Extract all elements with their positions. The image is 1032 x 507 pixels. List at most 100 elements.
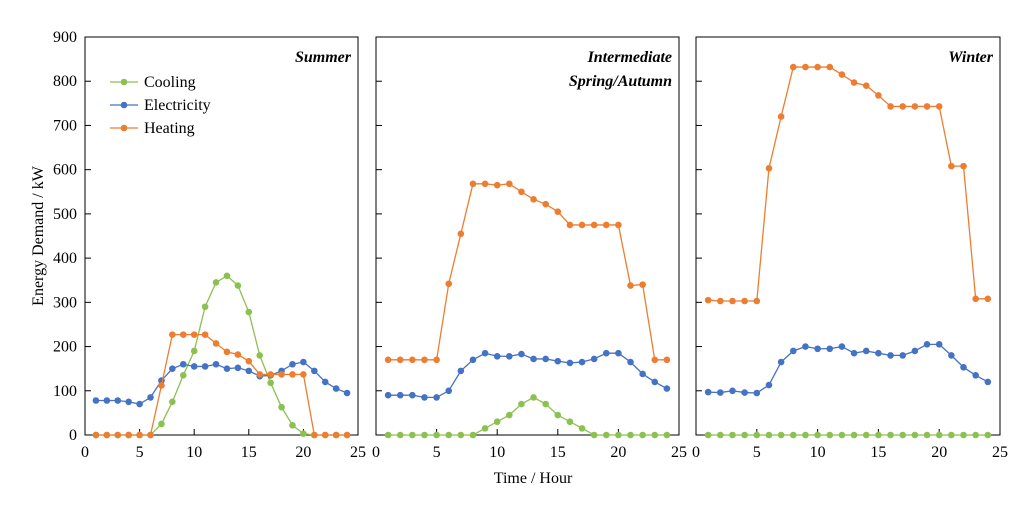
data-point-cooling: [602, 431, 610, 439]
data-point-electricity: [445, 387, 453, 395]
data-point-heating: [103, 431, 111, 439]
data-point-heating: [384, 356, 392, 364]
data-point-electricity: [332, 385, 340, 392]
data-point-electricity: [602, 349, 610, 357]
data-point-electricity: [948, 352, 955, 359]
data-point-heating: [530, 195, 537, 203]
data-point-cooling: [554, 411, 562, 419]
panel-frame: [375, 36, 680, 436]
data-point-heating: [311, 431, 318, 439]
data-point-heating: [777, 113, 785, 120]
data-point-electricity: [704, 388, 712, 396]
data-point-electricity: [663, 385, 671, 392]
data-point-cooling: [899, 431, 907, 439]
series-line-electricity: [708, 343, 989, 394]
x-tick-label: 5: [753, 444, 761, 461]
data-point-electricity: [114, 397, 122, 404]
data-point-cooling: [457, 431, 465, 439]
data-point-electricity: [518, 350, 525, 358]
data-point-cooling: [212, 279, 220, 286]
data-point-heating: [267, 371, 274, 378]
data-point-electricity: [384, 391, 392, 399]
data-point-heating: [256, 371, 264, 378]
data-point-cooling: [409, 431, 416, 439]
data-point-heating: [923, 103, 931, 110]
data-point-electricity: [789, 347, 797, 355]
data-point-cooling: [278, 403, 285, 411]
data-point-cooling: [935, 431, 943, 439]
data-point-electricity: [627, 358, 634, 366]
data-point-heating: [493, 181, 501, 189]
x-tick-label: 0: [81, 444, 89, 461]
x-tick-label: 15: [241, 444, 257, 461]
data-point-electricity: [899, 352, 907, 359]
data-point-heating: [602, 221, 610, 229]
data-point-heating: [765, 165, 773, 172]
data-point-cooling: [826, 431, 834, 439]
y-tick-label: 200: [53, 339, 77, 356]
data-point-electricity: [639, 370, 646, 378]
data-point-cooling: [972, 431, 979, 439]
data-point-electricity: [343, 389, 351, 397]
data-point-heating: [814, 63, 821, 71]
x-tick-label: 10: [489, 444, 505, 461]
x-tick-label: 10: [186, 444, 202, 461]
data-point-heating: [729, 297, 736, 305]
data-point-cooling: [789, 431, 797, 439]
data-point-cooling: [590, 431, 598, 439]
data-point-cooling: [717, 431, 724, 439]
data-point-heating: [147, 431, 154, 439]
data-point-heating: [332, 431, 340, 439]
data-point-heating: [114, 431, 122, 439]
x-tick-label: 25: [671, 444, 687, 461]
data-point-electricity: [741, 389, 748, 396]
panel-title: Summer: [295, 49, 352, 66]
legend-label: Cooling: [144, 74, 196, 91]
data-point-electricity: [234, 364, 242, 372]
panel-title: Spring/Autumn: [569, 73, 672, 90]
data-point-cooling: [234, 282, 242, 289]
data-point-electricity: [578, 358, 586, 366]
data-point-heating: [300, 371, 307, 378]
data-point-heating: [566, 221, 574, 229]
y-tick-label: 700: [53, 117, 77, 134]
data-point-heating: [396, 356, 404, 364]
panel-title: Winter: [948, 49, 994, 66]
data-point-heating: [639, 281, 646, 288]
data-point-electricity: [717, 389, 724, 396]
data-point-cooling: [741, 431, 748, 439]
data-point-heating: [234, 351, 242, 358]
data-point-electricity: [201, 363, 209, 370]
data-point-electricity: [554, 357, 562, 365]
data-point-electricity: [729, 387, 736, 395]
data-point-cooling: [875, 431, 882, 439]
x-tick-label: 15: [870, 444, 886, 461]
data-point-heating: [850, 79, 858, 86]
data-point-cooling: [753, 431, 761, 439]
data-point-heating: [506, 180, 513, 188]
data-point-cooling: [911, 431, 919, 439]
legend-label: Heating: [144, 120, 195, 137]
panel-frames: [84, 36, 1001, 436]
data-point-cooling: [289, 421, 296, 429]
data-point-heating: [343, 431, 351, 439]
series-line-cooling: [388, 396, 667, 436]
data-point-cooling: [777, 431, 785, 439]
data-point-cooling: [627, 431, 634, 439]
data-point-cooling: [201, 303, 209, 311]
data-point-heating: [457, 230, 465, 238]
data-point-electricity: [911, 347, 919, 355]
y-tick-label: 800: [53, 73, 77, 90]
data-point-heating: [948, 162, 955, 170]
y-tick-label: 300: [53, 294, 77, 311]
series-line-heating: [388, 183, 667, 361]
data-point-electricity: [826, 345, 834, 353]
y-tick-label: 900: [53, 29, 77, 46]
data-point-heating: [445, 280, 453, 288]
data-point-heating: [321, 431, 329, 439]
y-tick-label: 0: [69, 427, 77, 444]
data-point-electricity: [223, 365, 231, 372]
data-point-heating: [838, 71, 846, 78]
series-line-heating: [95, 333, 348, 436]
